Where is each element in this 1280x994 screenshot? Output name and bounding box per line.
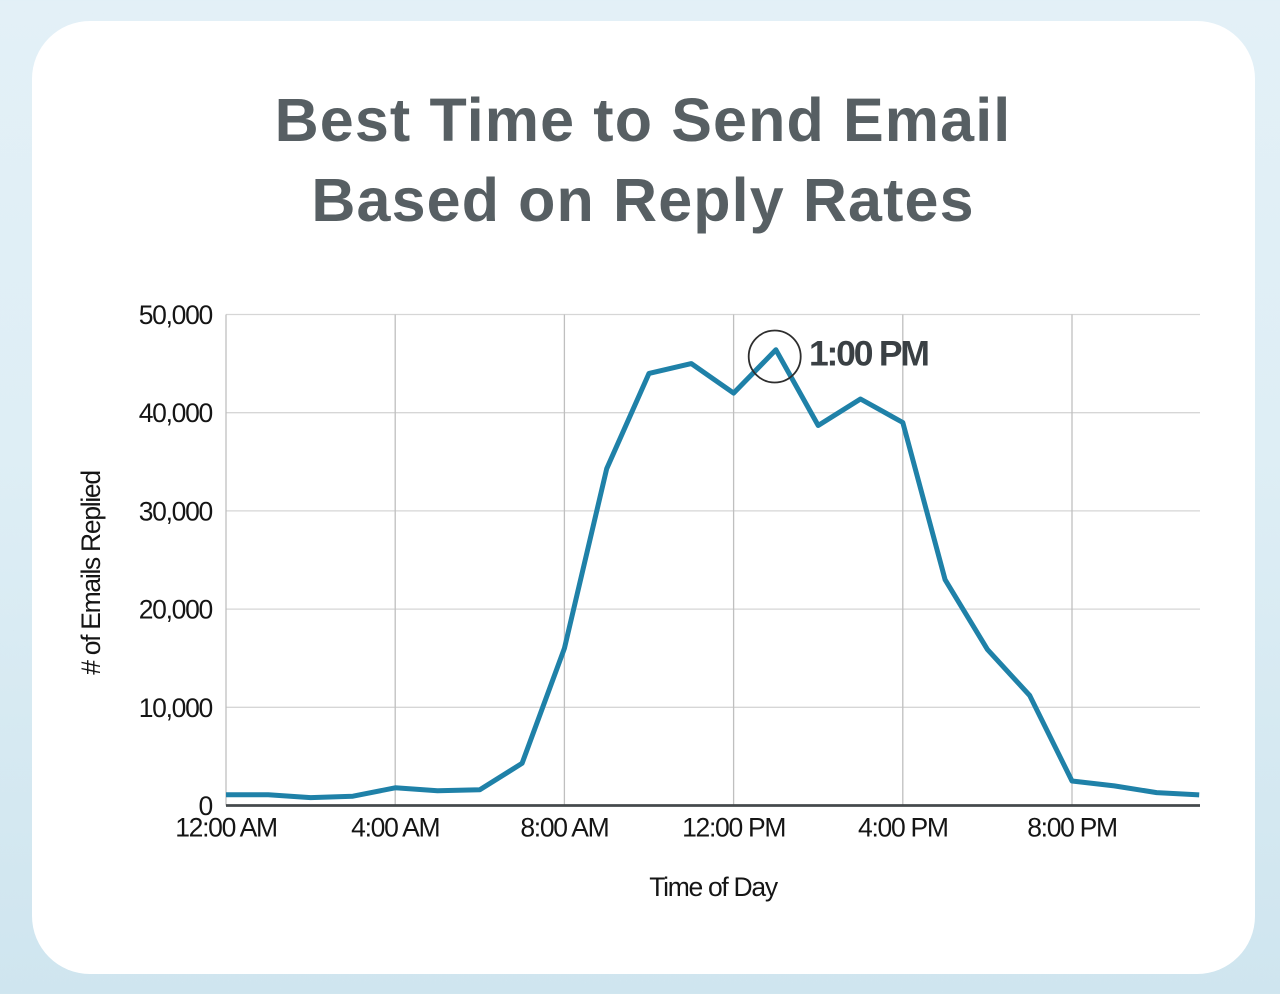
svg-text:1:00 PM: 1:00 PM xyxy=(809,334,928,374)
svg-text:12:00 PM: 12:00 PM xyxy=(682,813,785,843)
svg-text:40,000: 40,000 xyxy=(139,398,213,428)
svg-text:8:00 AM: 8:00 AM xyxy=(520,813,608,843)
svg-text:4:00 PM: 4:00 PM xyxy=(858,813,948,843)
svg-text:0: 0 xyxy=(199,791,213,821)
svg-text:# of Emails Replied: # of Emails Replied xyxy=(76,471,106,675)
svg-text:12:00 AM: 12:00 AM xyxy=(175,813,277,843)
svg-text:8:00 PM: 8:00 PM xyxy=(1027,813,1117,843)
svg-text:20,000: 20,000 xyxy=(139,595,213,625)
svg-text:10,000: 10,000 xyxy=(139,693,213,723)
svg-text:Time of Day: Time of Day xyxy=(649,872,779,902)
svg-text:4:00 AM: 4:00 AM xyxy=(351,813,439,843)
svg-text:50,000: 50,000 xyxy=(139,300,213,330)
svg-text:30,000: 30,000 xyxy=(139,496,213,526)
